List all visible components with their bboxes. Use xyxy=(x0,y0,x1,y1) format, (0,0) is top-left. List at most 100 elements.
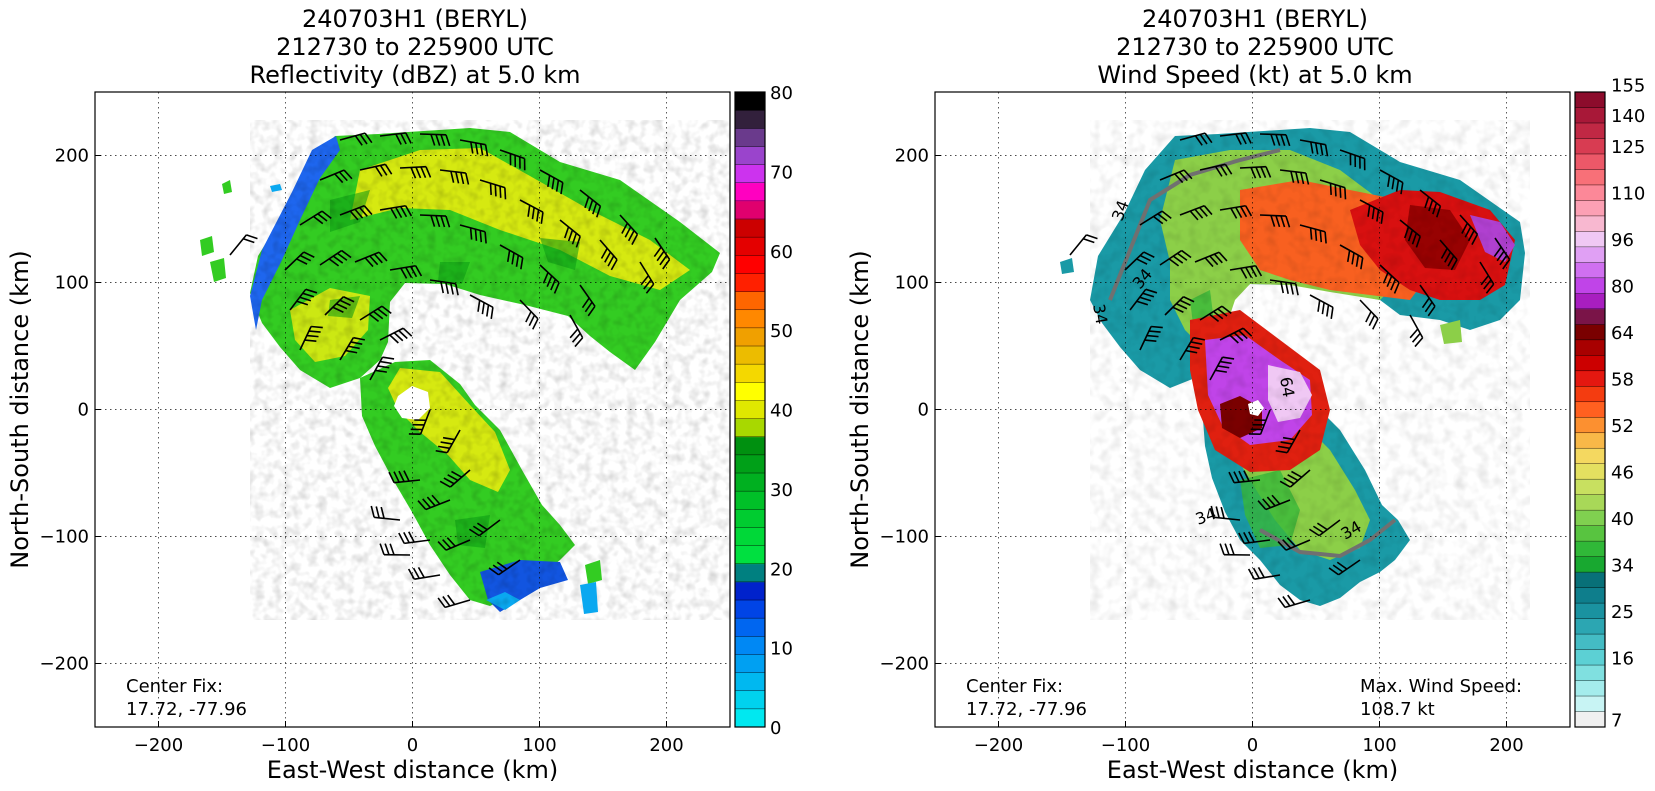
x-tick-label: 200 xyxy=(649,735,683,756)
wind-barb-flag xyxy=(485,232,486,244)
wind-barb-flag xyxy=(475,229,476,241)
colorbar-segment xyxy=(1575,495,1605,511)
reflectivity-panel: 240703H1 (BERYL) 212730 to 225900 UTC Re… xyxy=(6,5,793,784)
max-wind-value: 108.7 kt xyxy=(1360,699,1435,720)
colorbar-segment xyxy=(1575,464,1605,480)
colorbar-segment xyxy=(1575,371,1605,387)
colorbar-tick-label: 25 xyxy=(1611,602,1634,623)
y-axis-label: North-South distance (km) xyxy=(846,250,874,569)
title-line-2: 212730 to 225900 UTC xyxy=(1116,33,1394,61)
colorbar-segment xyxy=(735,509,765,528)
colorbar-segment xyxy=(735,473,765,492)
colorbar-segment xyxy=(1575,526,1605,542)
colorbar-segment xyxy=(1575,231,1605,247)
colorbar-tick-label: 80 xyxy=(770,83,793,104)
colorbar-segment xyxy=(1575,603,1605,619)
y-tick-label: −200 xyxy=(40,654,89,675)
colorbar-segment xyxy=(1575,417,1605,433)
wind-barb-flag xyxy=(1320,230,1321,242)
wind-barb-flag xyxy=(309,331,321,332)
colorbar-segment xyxy=(1575,541,1605,557)
title-line-2: 212730 to 225900 UTC xyxy=(276,33,554,61)
x-tick-label: 100 xyxy=(522,735,556,756)
wind-barb xyxy=(1260,134,1286,135)
colorbar-tick-label: 64 xyxy=(1611,323,1634,344)
colorbar-tick-label: 50 xyxy=(770,321,793,342)
colorbar-segment xyxy=(1575,216,1605,232)
center-fix-value: 17.72, -77.96 xyxy=(966,699,1087,720)
colorbar-segment xyxy=(735,491,765,510)
colorbar-segment xyxy=(1575,650,1605,666)
colorbar-segment xyxy=(1575,619,1605,635)
colorbar-segment xyxy=(735,219,765,238)
wind-barb xyxy=(420,134,446,135)
colorbar-segment xyxy=(1575,479,1605,495)
wind-barb-flag xyxy=(1335,185,1336,197)
colorbar-segment xyxy=(1575,262,1605,278)
colorbar-segment xyxy=(735,654,765,673)
colorbar-segment xyxy=(735,636,765,655)
colorbar-tick-label: 70 xyxy=(770,162,793,183)
colorbar-segment xyxy=(735,364,765,383)
colorbar-segment xyxy=(1575,324,1605,340)
y-tick-label: 200 xyxy=(55,146,89,167)
wind-barb-flag xyxy=(1325,232,1326,244)
colorbar-segment xyxy=(735,273,765,292)
colorbar-segment xyxy=(735,546,765,565)
colorbar-tick-label: 40 xyxy=(1611,509,1634,530)
colorbar-segment xyxy=(1575,92,1605,108)
colorbar-segment xyxy=(1575,247,1605,263)
colorbar-segment xyxy=(735,527,765,546)
y-tick-label: 0 xyxy=(78,400,89,421)
y-tick-label: 0 xyxy=(918,400,929,421)
colorbar-tick-label: 140 xyxy=(1611,106,1645,127)
colorbar-segment xyxy=(735,564,765,583)
colorbar-tick-label: 110 xyxy=(1611,184,1645,205)
wind-barb-flag xyxy=(1151,326,1163,327)
colorbar-segment xyxy=(735,582,765,601)
x-tick-label: 0 xyxy=(1247,735,1258,756)
colorbar-tick-label: 155 xyxy=(1611,75,1645,96)
colorbar-segment xyxy=(1575,309,1605,325)
colorbar-segment xyxy=(1575,278,1605,294)
colorbar-segment xyxy=(1575,123,1605,139)
colorbar-segment xyxy=(1575,572,1605,588)
colorbar-tick-label: 40 xyxy=(770,401,793,422)
x-tick-label: 100 xyxy=(1362,735,1396,756)
colorbar-segment xyxy=(735,146,765,165)
max-wind-label: Max. Wind Speed: xyxy=(1360,676,1522,697)
colorbar-segment xyxy=(1575,712,1605,728)
colorbar-segment xyxy=(1575,588,1605,604)
wind-barb-flag xyxy=(1315,229,1316,241)
y-tick-label: 100 xyxy=(55,273,89,294)
y-tick-label: 200 xyxy=(895,146,929,167)
colorbar-segment xyxy=(735,128,765,147)
colorbar-tick-label: 52 xyxy=(1611,416,1634,437)
title-line-3: Wind Speed (kt) at 5.0 km xyxy=(1097,61,1412,89)
colorbar-tick-label: 46 xyxy=(1611,462,1634,483)
contour-label: 64 xyxy=(1276,375,1298,398)
y-tick-labels: −200 −100 0 100 200 xyxy=(40,146,101,675)
colorbar-segment xyxy=(735,165,765,184)
colorbar-tick-label: 16 xyxy=(1611,648,1634,669)
colorbar-segment xyxy=(1575,154,1605,170)
colorbar-segment xyxy=(1575,138,1605,154)
y-tick-label: −100 xyxy=(40,527,89,548)
wind-barb xyxy=(1260,215,1286,216)
wind-barb-flag xyxy=(307,336,319,337)
y-tick-label: −100 xyxy=(880,527,929,548)
colorbar-segment xyxy=(1575,433,1605,449)
title-line-1: 240703H1 (BERYL) xyxy=(302,5,528,33)
colorbar-tick-label: 30 xyxy=(770,480,793,501)
center-fix-label: Center Fix: xyxy=(966,676,1063,697)
colorbar-segment xyxy=(735,328,765,347)
colorbar-segment xyxy=(1575,665,1605,681)
colorbar-segment xyxy=(1575,200,1605,216)
wind-barb-flag xyxy=(311,326,323,327)
center-fix-value: 17.72, -77.96 xyxy=(126,699,247,720)
